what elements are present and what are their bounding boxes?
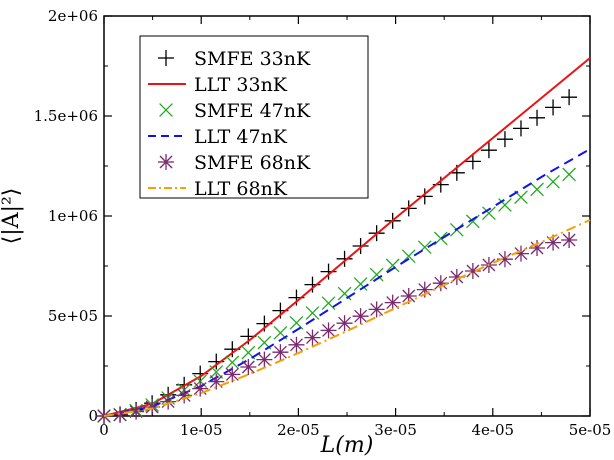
data-point <box>112 407 128 423</box>
data-point <box>208 374 224 390</box>
data-point <box>417 188 433 204</box>
data-point <box>224 366 240 382</box>
x-axis-label: L(m) <box>320 433 374 458</box>
data-point <box>290 316 303 329</box>
y-tick-label: 5e+05 <box>48 307 98 325</box>
legend-label: SMFE 47nK <box>194 100 311 122</box>
data-point <box>192 381 208 397</box>
data-point <box>547 175 560 188</box>
data-point <box>531 183 544 196</box>
data-point <box>465 153 481 169</box>
legend-label: LLT 68nK <box>194 178 288 200</box>
data-point <box>272 344 288 360</box>
x-tick-label: 3e-05 <box>374 421 417 439</box>
data-point <box>160 394 176 410</box>
data-point <box>338 287 351 300</box>
data-point <box>545 99 561 115</box>
legend-marker <box>158 154 174 170</box>
data-point <box>176 387 192 403</box>
data-point <box>465 263 481 279</box>
y-tick-label: 2e+06 <box>48 7 98 25</box>
y-tick-label: 1.5e+06 <box>34 107 98 125</box>
data-point <box>561 89 577 105</box>
data-point <box>321 264 337 280</box>
data-point <box>353 308 369 324</box>
data-point <box>513 120 529 136</box>
data-point <box>322 297 335 310</box>
y-tick-label: 1e+06 <box>48 207 98 225</box>
x-tick-label: 5e-05 <box>569 421 612 439</box>
data-point <box>337 251 353 267</box>
data-point <box>499 199 512 212</box>
data-point <box>561 232 577 248</box>
x-tick-label: 2e-05 <box>277 421 320 439</box>
data-point <box>529 110 545 126</box>
data-point <box>240 359 256 375</box>
legend-label: SMFE 33nK <box>194 48 311 70</box>
data-point <box>369 301 385 317</box>
x-tick-label: 4e-05 <box>472 421 515 439</box>
legend-label: LLT 33nK <box>194 74 288 96</box>
data-point <box>529 240 545 256</box>
series-3 <box>98 168 576 422</box>
legend-label: LLT 47nK <box>194 126 288 148</box>
x-tick-label: 1e-05 <box>180 421 223 439</box>
data-point <box>306 307 319 320</box>
legend-label: SMFE 68nK <box>194 152 311 174</box>
data-point <box>563 168 576 181</box>
y-axis-label: ⟨|A|²⟩ <box>0 188 24 245</box>
series-5 <box>96 232 577 424</box>
data-point <box>385 295 401 311</box>
legend: SMFE 33nK LLT 33nK SMFE 47nK LLT 47nK SMFE 6… <box>140 36 368 200</box>
